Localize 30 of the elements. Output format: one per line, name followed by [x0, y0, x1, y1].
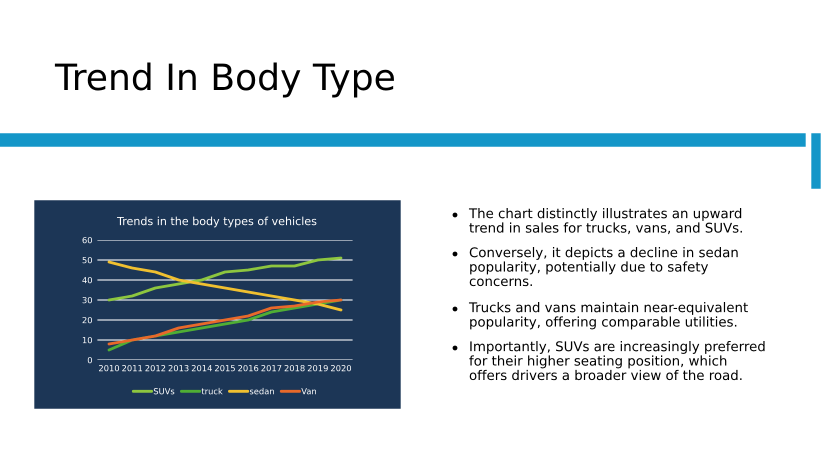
x-tick-label: 2011 [122, 365, 142, 372]
x-tick-label: 2020 [331, 365, 352, 372]
x-tick-label: 2014 [192, 365, 212, 372]
y-tick-label: 10 [82, 336, 92, 344]
x-tick-label: 2017 [261, 365, 282, 372]
x-tick-label: 2015 [215, 365, 235, 372]
chart-title: Trend In Body Type [54, 62, 394, 98]
y-tick-label: 30 [82, 296, 92, 304]
y-tick-label: 20 [82, 316, 92, 324]
x-tick-label: 2012 [145, 365, 166, 372]
text: Trucks and vans maintain near-equivalent popularity, offering comparable utilities. [468, 302, 748, 330]
chart-subtitle: Trends in the body types of vehicles [117, 216, 316, 228]
text: Importantly, SUVs are increasingly preferred for their higher seating position, which offers drivers a broader view of the road. [469, 341, 765, 380]
y-tick-label: 40 [82, 276, 92, 284]
x-tick-label: 2013 [168, 365, 189, 372]
text: Conversely, it depicts a decline in sedan popularity, potentially due to safety concerns. [470, 247, 738, 286]
x-tick-label: 2019 [308, 365, 328, 372]
text: The chart distinctly illustrates an upward trend in sales for trucks, vans, and SUVs. [468, 208, 742, 234]
legend-label: SUVs [154, 388, 174, 394]
x-tick-label: 2018 [284, 365, 305, 372]
y-tick-label: 0 [88, 356, 92, 364]
line-series [108, 260, 342, 312]
legend-label: sedan [250, 388, 274, 394]
line-series [108, 256, 342, 302]
x-tick-label: 2016 [238, 365, 258, 372]
legend-label: Van [301, 388, 316, 394]
y-tick-label: 50 [82, 256, 92, 264]
legend-label: truck [202, 388, 223, 394]
y-tick-label: 60 [82, 236, 92, 244]
x-tick-label: 2010 [99, 365, 120, 372]
